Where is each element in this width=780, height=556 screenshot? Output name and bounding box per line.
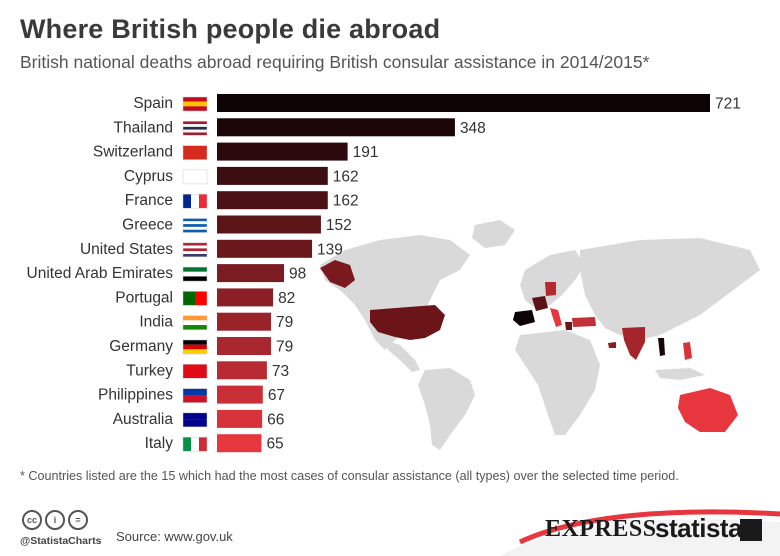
map-italy [550, 308, 562, 327]
category-label: Cyprus [124, 168, 173, 185]
category-label: United States [80, 241, 173, 258]
source-text: Source: www.gov.uk [116, 529, 233, 544]
bar [217, 288, 274, 307]
map-australia [678, 388, 738, 432]
value-label: 139 [317, 241, 343, 258]
flag-icon [182, 96, 208, 112]
flag-icon [182, 412, 208, 428]
license-icons: cc i = [22, 510, 88, 530]
flag-icon [182, 242, 208, 258]
statista-logo-mark [740, 519, 762, 541]
flag-icon [182, 388, 208, 403]
value-label: 79 [276, 314, 293, 331]
category-label: Turkey [126, 362, 173, 379]
category-label: Philippines [98, 387, 173, 404]
map-europe [520, 250, 585, 308]
map-north-america [320, 235, 470, 350]
bar [217, 312, 272, 331]
category-label: Greece [122, 217, 173, 234]
flag-icon [182, 121, 208, 136]
map-germany [545, 282, 556, 296]
flag-icon [182, 193, 208, 209]
footnote: * Countries listed are the 15 which had … [20, 469, 679, 483]
value-label: 65 [266, 436, 283, 453]
value-label: 79 [276, 339, 293, 356]
chart-subtitle: British national deaths abroad requiring… [20, 52, 650, 72]
bar [217, 191, 328, 210]
bar-chart: Spain 721 Thailand 348 Switzerland 191 Cyprus 1… [27, 94, 741, 453]
map-turkey [572, 317, 596, 327]
bar [217, 239, 313, 258]
cc-icon: cc [22, 510, 42, 530]
bar [217, 118, 455, 137]
value-label: 66 [267, 411, 284, 428]
map-spain [513, 310, 535, 326]
flag-icon [182, 169, 208, 185]
value-label: 73 [272, 363, 289, 380]
value-label: 152 [326, 217, 352, 234]
value-label: 162 [333, 168, 359, 185]
category-label: Spain [133, 95, 173, 112]
no-derivatives-icon: = [68, 510, 88, 530]
category-label: Australia [113, 411, 174, 428]
map-france [532, 296, 548, 311]
flag-icon [182, 218, 208, 233]
chart-title: Where British people die abroad [20, 14, 441, 44]
category-label: Germany [109, 338, 173, 355]
bar [217, 361, 267, 380]
value-label: 67 [268, 387, 285, 404]
bar [217, 94, 710, 112]
flag-icon [182, 291, 208, 306]
attribution-icon: i [45, 510, 65, 530]
map-central-america [385, 340, 420, 372]
statista-logo: statista [655, 513, 743, 543]
map-south-america [418, 368, 475, 450]
map-asia [580, 238, 760, 340]
map-indonesia [655, 368, 705, 380]
world-map [320, 220, 760, 450]
map-uae [608, 342, 616, 348]
map-alaska [320, 260, 355, 288]
map-usa [370, 305, 445, 340]
map-africa [515, 330, 600, 435]
flag-icon [182, 315, 208, 330]
bar [217, 337, 272, 355]
category-label: India [139, 314, 173, 331]
bar [217, 409, 263, 428]
category-label: Italy [145, 435, 174, 452]
bar [217, 166, 328, 185]
map-philippines [683, 342, 692, 360]
map-india [622, 327, 645, 360]
category-label: France [125, 192, 173, 209]
value-label: 82 [278, 290, 295, 307]
flag-icon [182, 364, 208, 379]
flag-icon [182, 145, 208, 160]
flag-icon [182, 339, 208, 355]
bottom-swoosh [500, 509, 780, 556]
bar [217, 385, 263, 404]
value-label: 191 [353, 144, 379, 161]
value-label: 98 [289, 266, 306, 283]
bar [217, 434, 262, 453]
express-logo: EXPRESS [545, 516, 657, 542]
bar [217, 215, 321, 234]
flag-icon [182, 266, 208, 282]
flag-icon [182, 436, 208, 452]
bar [217, 264, 285, 283]
bar [217, 142, 348, 161]
value-label: 721 [715, 96, 741, 113]
category-label: Thailand [114, 119, 173, 136]
category-label: Switzerland [93, 144, 173, 161]
map-greenland [472, 220, 515, 248]
value-label: 348 [460, 120, 486, 137]
value-label: 162 [333, 193, 359, 210]
map-thailand [658, 338, 665, 356]
category-label: Portugal [115, 289, 173, 306]
map-greece [565, 322, 572, 330]
statista-handle: @StatistaCharts [20, 535, 102, 547]
category-label: United Arab Emirates [27, 265, 174, 282]
